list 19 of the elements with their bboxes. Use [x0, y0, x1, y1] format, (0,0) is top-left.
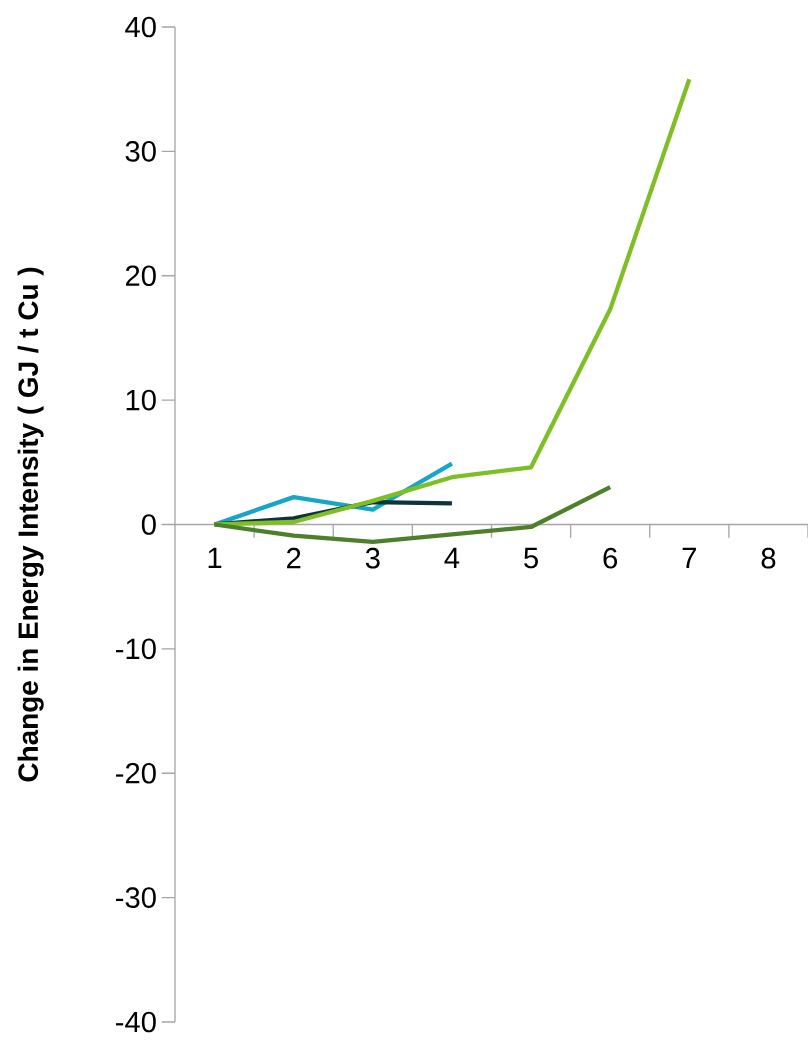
- x-tick-label: 7: [682, 547, 696, 568]
- y-tick-label: 30: [125, 141, 156, 162]
- y-tick-label: -20: [116, 762, 156, 784]
- y-tick-label: 20: [125, 265, 156, 287]
- x-tick-label: 6: [603, 547, 618, 569]
- y-tick-label: -40: [116, 1011, 156, 1033]
- x-tick-label: 2: [287, 547, 301, 569]
- x-tick-label: 3: [365, 547, 380, 569]
- y-tick-label: -10: [116, 638, 156, 660]
- x-tick-label: 4: [444, 547, 460, 568]
- y-axis-title: Change in Energy Intensity ( GJ / t Cu ): [17, 267, 44, 782]
- y-tick-label: -30: [116, 887, 156, 908]
- x-tick-label: 1: [208, 547, 222, 568]
- y-tick-label: 40: [125, 16, 156, 38]
- y-tick-label: 0: [141, 514, 156, 535]
- x-tick-label: 8: [761, 547, 776, 569]
- y-tick-label: 10: [126, 389, 156, 411]
- line-series: [212, 77, 692, 527]
- x-tick-label: 5: [524, 547, 538, 569]
